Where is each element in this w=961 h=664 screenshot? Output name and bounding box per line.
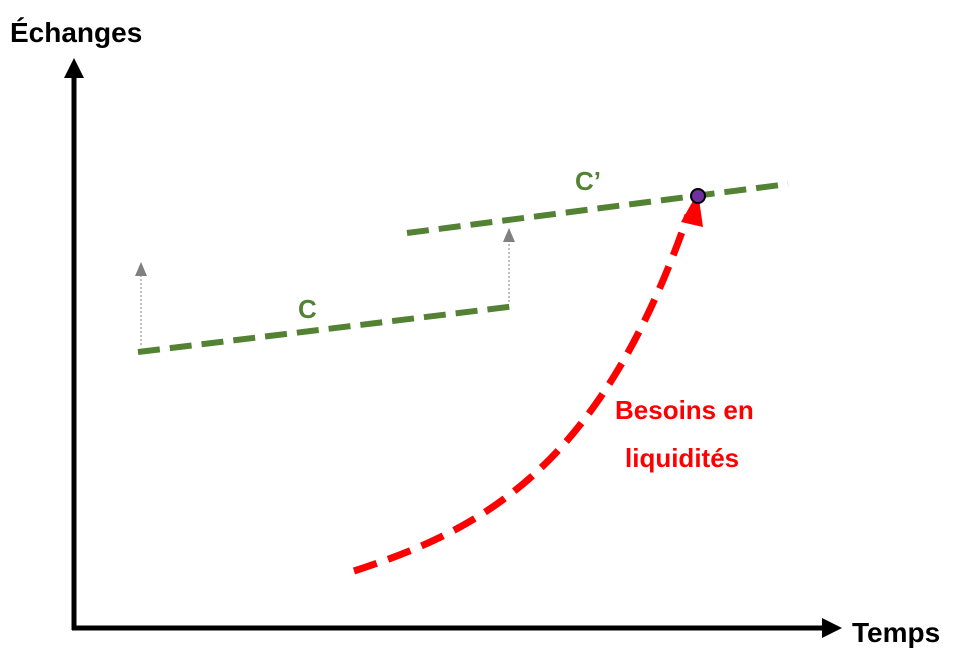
- shift-arrow-left-head: [135, 262, 147, 276]
- line-c-prime-label: C’: [575, 166, 601, 196]
- x-axis: [72, 618, 842, 638]
- x-axis-title: Temps: [852, 617, 940, 648]
- y-axis: [64, 58, 84, 630]
- line-c: [137, 303, 517, 355]
- shift-arrow-left: [135, 262, 147, 345]
- line-c-label: C: [298, 294, 317, 324]
- x-axis-arrowhead: [822, 618, 842, 638]
- line-c-prime: [406, 181, 789, 236]
- curve-label-line1: Besoins en: [615, 395, 754, 425]
- shift-arrow-right: [503, 228, 515, 302]
- liquidity-curve: [352, 213, 692, 575]
- intersection-point: [690, 188, 706, 204]
- y-axis-arrowhead: [64, 58, 84, 78]
- shift-arrow-right-head: [503, 228, 515, 242]
- y-axis-title: Échanges: [10, 17, 142, 48]
- curve-label-line2: liquidités: [625, 443, 739, 473]
